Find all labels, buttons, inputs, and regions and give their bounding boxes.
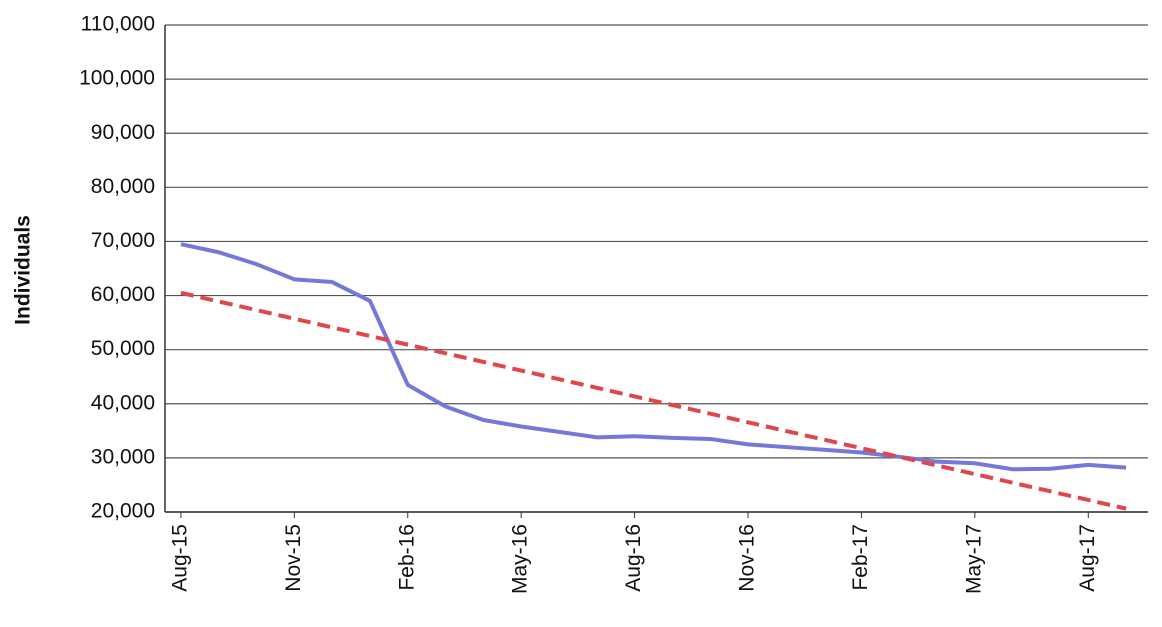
- series-line: [180, 290, 1127, 511]
- x-tick-label: May-16: [509, 524, 532, 594]
- y-tick-label: 40,000: [91, 391, 155, 414]
- x-tick-label: Feb-17: [849, 524, 872, 591]
- y-tick-label: 100,000: [79, 67, 155, 90]
- y-tick-label: 110,000: [81, 13, 155, 36]
- y-tick-label: 80,000: [91, 175, 155, 198]
- y-tick-label: 60,000: [91, 283, 155, 306]
- x-tick-label: Aug-17: [1076, 524, 1099, 592]
- y-axis-label: Individuals: [12, 215, 35, 325]
- x-tick-label: Feb-16: [395, 524, 418, 591]
- series-line: [180, 242, 1127, 472]
- y-tick-label: 90,000: [91, 121, 155, 144]
- y-tick-label: 50,000: [91, 337, 155, 360]
- x-tick-label: Nov-16: [736, 524, 759, 592]
- x-tick-label: Aug-16: [622, 524, 645, 592]
- y-tick-label: 30,000: [91, 445, 155, 468]
- x-tick-label: May-17: [962, 524, 985, 594]
- y-tick-label: 20,000: [91, 500, 155, 523]
- y-tick-label: 70,000: [91, 229, 155, 252]
- x-tick-label: Nov-15: [282, 524, 305, 592]
- x-tick-label: Aug-15: [168, 524, 191, 592]
